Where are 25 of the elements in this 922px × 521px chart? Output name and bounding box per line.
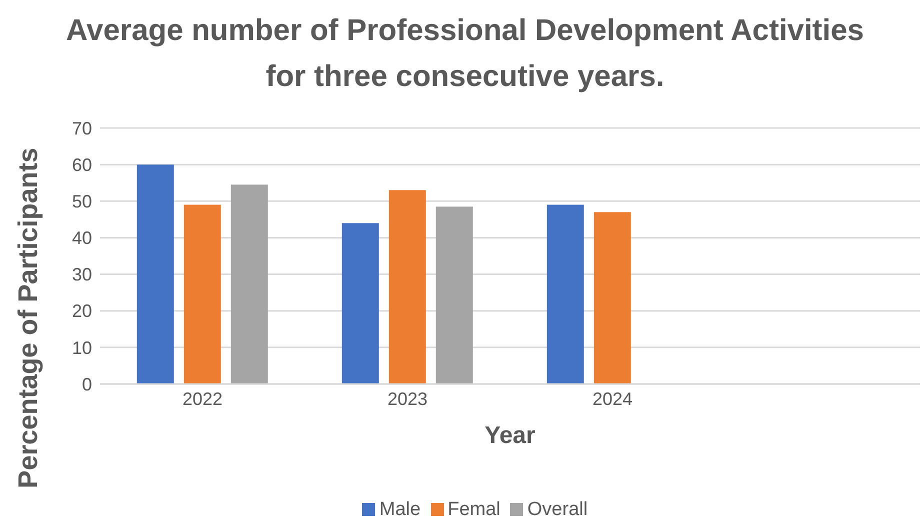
y-tick-label: 0 xyxy=(82,374,92,394)
bar xyxy=(136,164,174,384)
x-tick-label: 2023 xyxy=(387,388,428,409)
bar xyxy=(184,204,221,384)
bar xyxy=(546,204,584,384)
legend-label: Femal xyxy=(448,499,500,520)
legend-label: Male xyxy=(379,499,421,520)
y-tick-label: 20 xyxy=(72,301,92,322)
bar xyxy=(594,212,631,384)
chart-title: Average number of Professional Development Activities for three consecutive years. xyxy=(64,13,865,95)
x-tick-label: 2022 xyxy=(182,388,223,409)
y-tick-label: 10 xyxy=(72,338,92,358)
x-axis-title: Year xyxy=(484,422,536,450)
y-axis-title: Percentage of Participants xyxy=(13,146,44,490)
bar xyxy=(230,184,268,384)
y-tick-label: 60 xyxy=(72,154,92,175)
bar xyxy=(388,190,426,384)
bar xyxy=(342,223,379,384)
y-tick-label: 40 xyxy=(72,228,92,248)
bar xyxy=(436,206,473,384)
x-tick-label: 2024 xyxy=(592,388,633,409)
y-tick-label: 50 xyxy=(72,192,92,212)
y-tick-label: 30 xyxy=(72,264,92,285)
y-tick-label: 70 xyxy=(72,118,92,138)
legend-label: Overall xyxy=(527,499,588,520)
